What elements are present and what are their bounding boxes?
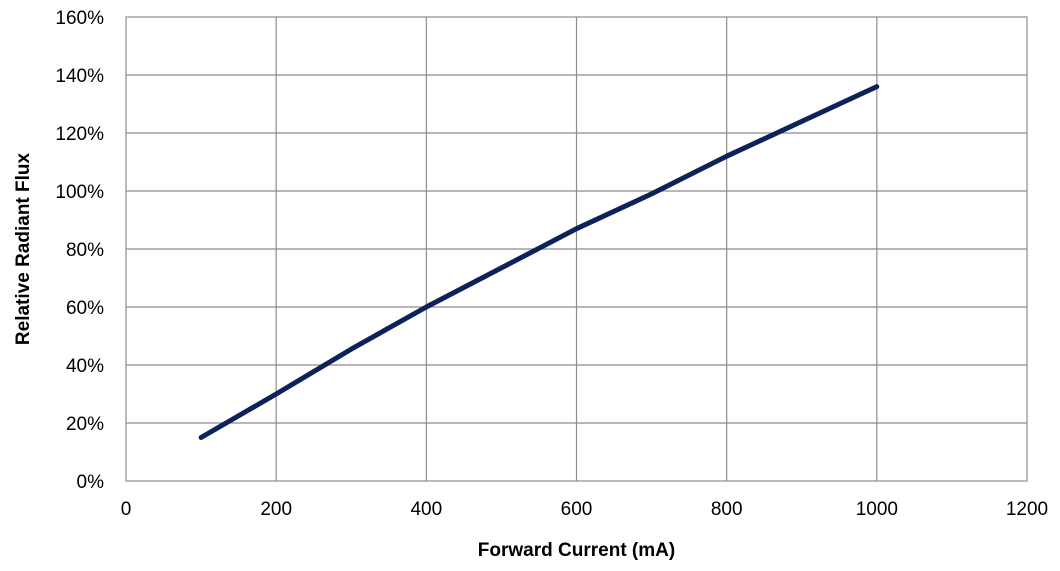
y-tick-label: 80% [66, 240, 104, 261]
x-axis-tick-labels: 0 200 400 600 800 1000 1200 [121, 499, 1048, 520]
y-tick-label: 140% [55, 66, 104, 87]
series-layer [198, 84, 880, 440]
x-tick-label: 400 [410, 499, 442, 520]
x-tick-label: 1000 [856, 499, 898, 520]
y-tick-label: 100% [55, 182, 104, 203]
plot-area-border [125, 16, 1028, 482]
y-axis-title: Relative Radiant Flux [13, 152, 34, 345]
y-tick-label: 20% [66, 414, 104, 435]
x-tick-label: 0 [121, 499, 132, 520]
y-tick-label: 160% [55, 8, 104, 29]
x-tick-label: 600 [561, 499, 593, 520]
gridlines [126, 17, 1027, 481]
y-tick-label: 120% [55, 124, 104, 145]
y-tick-label: 40% [66, 356, 104, 377]
y-axis-tick-labels: 0% 20% 40% 60% 80% 100% 120% 140% 160% [55, 8, 104, 493]
y-tick-label: 0% [77, 472, 105, 493]
x-axis-title: Forward Current (mA) [478, 540, 675, 561]
series-line-0 [198, 84, 880, 440]
x-tick-label: 800 [711, 499, 743, 520]
x-tick-label: 1200 [1006, 499, 1048, 520]
x-tick-label: 200 [260, 499, 292, 520]
y-tick-label: 60% [66, 298, 104, 319]
